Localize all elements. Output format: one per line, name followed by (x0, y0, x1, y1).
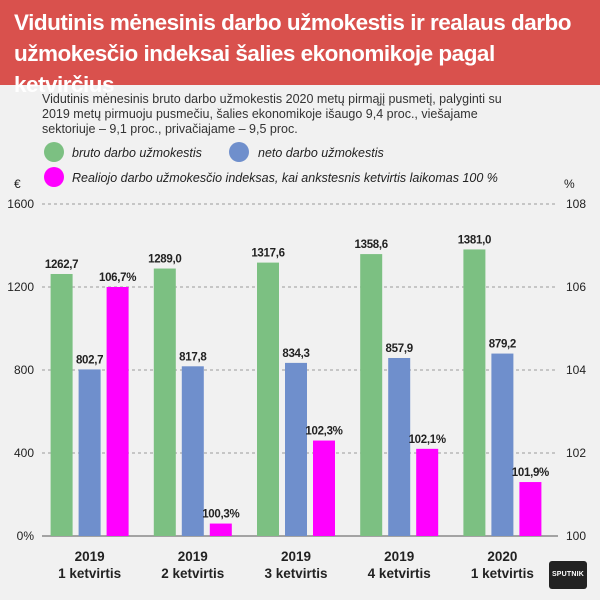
category-year-label: 2019 (178, 549, 208, 564)
legend-gross-label: bruto darbo užmokestis (72, 146, 202, 160)
gross-data-label: 1358,6 (355, 239, 388, 251)
real-bar (209, 523, 232, 536)
net-bar (181, 366, 204, 536)
gross-data-label: 1317,6 (251, 248, 284, 260)
gross-bar (463, 249, 486, 536)
right-tick-label: 100 (566, 529, 586, 543)
right-axis-unit: % (564, 177, 575, 191)
left-tick-label: 400 (14, 446, 34, 460)
right-tick-label: 108 (566, 197, 586, 211)
gross-data-label: 1381,0 (458, 234, 491, 246)
real-data-label: 106,7% (99, 272, 136, 284)
category-year-label: 2019 (281, 549, 311, 564)
net-bar (78, 369, 101, 536)
right-tick-label: 104 (566, 363, 586, 377)
real-data-label: 102,3% (305, 426, 342, 438)
net-data-label: 834,3 (282, 348, 309, 360)
left-tick-label: 0% (17, 529, 35, 543)
left-axis-unit: € (14, 177, 21, 191)
net-data-label: 817,8 (179, 351, 207, 363)
real-bar (519, 482, 542, 536)
real-data-label: 102,1% (409, 434, 446, 446)
left-tick-label: 1200 (7, 280, 34, 294)
gross-bar (257, 262, 279, 536)
net-bar (491, 353, 514, 536)
net-data-label: 857,9 (386, 343, 413, 355)
legend-gross-swatch (44, 142, 64, 162)
header-banner: Vidutinis mėnesinis darbo užmokestis ir … (0, 0, 600, 97)
chart-description: Vidutinis mėnesinis bruto darbo užmokest… (42, 92, 502, 136)
right-tick-label: 102 (566, 446, 586, 460)
legend-net-label: neto darbo užmokestis (258, 146, 384, 160)
legend-real-swatch (44, 167, 64, 187)
real-bar (313, 440, 335, 536)
real-data-label: 100,3% (202, 509, 239, 521)
category-quarter-label: 4 ketvirtis (368, 566, 431, 581)
real-bar (106, 287, 129, 536)
right-tick-label: 106 (566, 280, 586, 294)
page-title: Vidutinis mėnesinis darbo užmokestis ir … (14, 10, 572, 97)
real-bar (416, 448, 439, 536)
gross-bar (50, 273, 73, 536)
gross-data-label: 1289,0 (148, 254, 181, 266)
category-year-label: 2019 (384, 549, 414, 564)
category-year-label: 2019 (75, 549, 105, 564)
real-data-label: 101,9% (512, 467, 549, 479)
gross-bar (153, 268, 176, 536)
net-data-label: 879,2 (489, 339, 516, 351)
left-tick-label: 800 (14, 363, 34, 377)
category-year-label: 2020 (487, 549, 517, 564)
net-data-label: 802,7 (76, 354, 103, 366)
legend-net-swatch (229, 142, 249, 162)
category-quarter-label: 1 ketvirtis (471, 566, 534, 581)
net-bar (388, 357, 411, 536)
sputnik-logo: SPUTNIK (549, 561, 587, 589)
gross-data-label: 1262,7 (45, 259, 78, 271)
category-quarter-label: 2 ketvirtis (161, 566, 224, 581)
category-quarter-label: 3 ketvirtis (264, 566, 327, 581)
gross-bar (360, 254, 383, 536)
category-quarter-label: 1 ketvirtis (58, 566, 121, 581)
legend-real-label: Realiojo darbo užmokesčio indeksas, kai … (72, 171, 498, 185)
net-bar (285, 362, 307, 536)
left-tick-label: 1600 (7, 197, 34, 211)
